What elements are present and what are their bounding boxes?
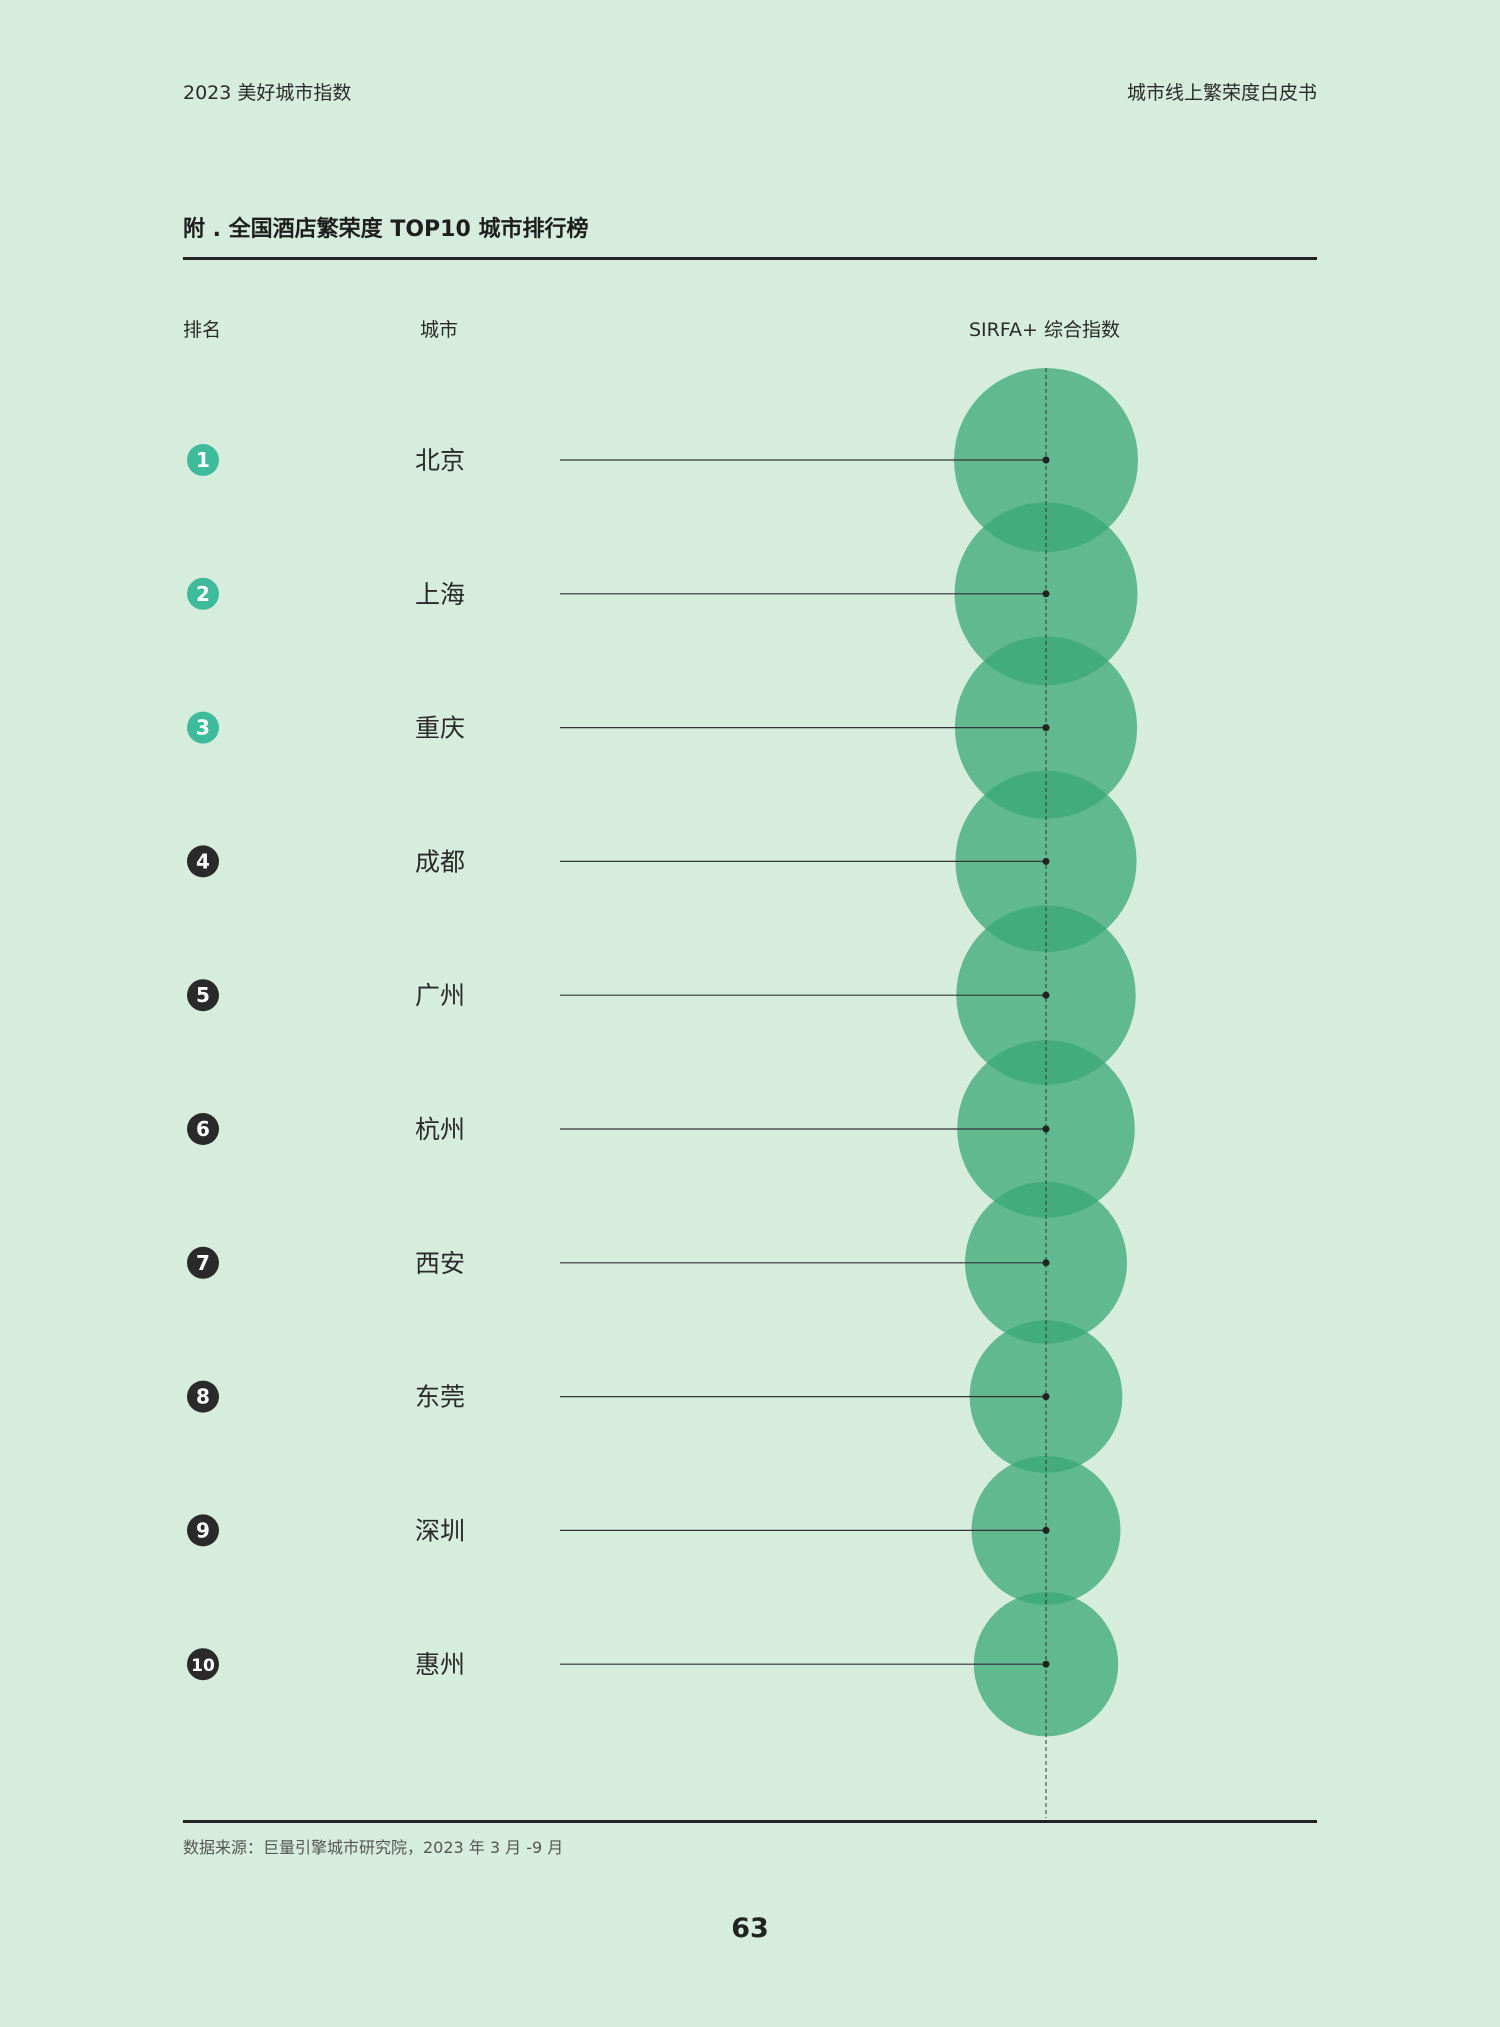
city-label-7: 西安 (415, 1249, 465, 1278)
rank-badge-10 (187, 1648, 219, 1681)
data-source-note: 数据来源：巨量引擎城市研究院，2023 年 3 月 -9 月 (183, 1838, 564, 1857)
rank-badge-8 (187, 1380, 219, 1413)
rank-badge-4 (187, 845, 219, 878)
city-label-4: 成都 (415, 847, 465, 876)
rank-label-9: 9 (196, 1518, 210, 1542)
center-dot-3 (1042, 724, 1050, 732)
center-dot-6 (1042, 1125, 1050, 1133)
column-header-index: SIRFA+ 综合指数 (969, 319, 1121, 341)
rank-label-7: 7 (196, 1251, 210, 1275)
chart-title: 附 . 全国酒店繁荣度 TOP10 城市排行榜 (183, 217, 589, 242)
page-number: 63 (731, 1913, 769, 1944)
center-dot-2 (1042, 590, 1050, 598)
rank-badge-6 (187, 1113, 219, 1145)
city-label-3: 重庆 (415, 714, 465, 743)
rank-label-8: 8 (196, 1385, 210, 1409)
top-divider (183, 257, 1317, 260)
rank-label-1: 1 (196, 448, 210, 472)
header-report-year: 2023 美好城市指数 (183, 82, 352, 104)
rank-badge-7 (187, 1246, 219, 1279)
rank-label-6: 6 (196, 1117, 210, 1141)
city-label-6: 杭州 (415, 1115, 465, 1144)
rank-badge-9 (187, 1514, 219, 1547)
rank-badge-2 (187, 577, 219, 610)
city-label-10: 惠州 (415, 1650, 465, 1679)
center-dot-9 (1042, 1526, 1050, 1534)
center-dot-4 (1042, 857, 1050, 865)
header-report-title: 城市线上繁荣度白皮书 (1126, 82, 1317, 104)
rank-badge-1 (187, 444, 219, 476)
rank-label-2: 2 (196, 582, 210, 606)
city-label-2: 上海 (415, 580, 465, 609)
center-dot-8 (1042, 1393, 1050, 1401)
rank-label-5: 5 (196, 983, 210, 1007)
center-dot-5 (1042, 991, 1050, 999)
rank-label-4: 4 (196, 849, 210, 873)
rank-label-3: 3 (196, 716, 210, 740)
city-label-1: 北京 (415, 446, 465, 475)
column-header-city: 城市 (420, 319, 459, 341)
city-label-8: 东莞 (415, 1383, 465, 1412)
rank-badge-5 (187, 979, 219, 1012)
center-dot-1 (1042, 456, 1050, 464)
center-dot-7 (1042, 1259, 1050, 1267)
column-header-rank: 排名 (183, 319, 222, 341)
bottom-divider (183, 1820, 1317, 1823)
rank-label-10: 10 (191, 1656, 215, 1676)
city-label-5: 广州 (415, 981, 465, 1010)
city-label-9: 深圳 (415, 1516, 465, 1545)
center-dot-10 (1042, 1660, 1050, 1668)
rank-badge-3 (187, 711, 219, 744)
